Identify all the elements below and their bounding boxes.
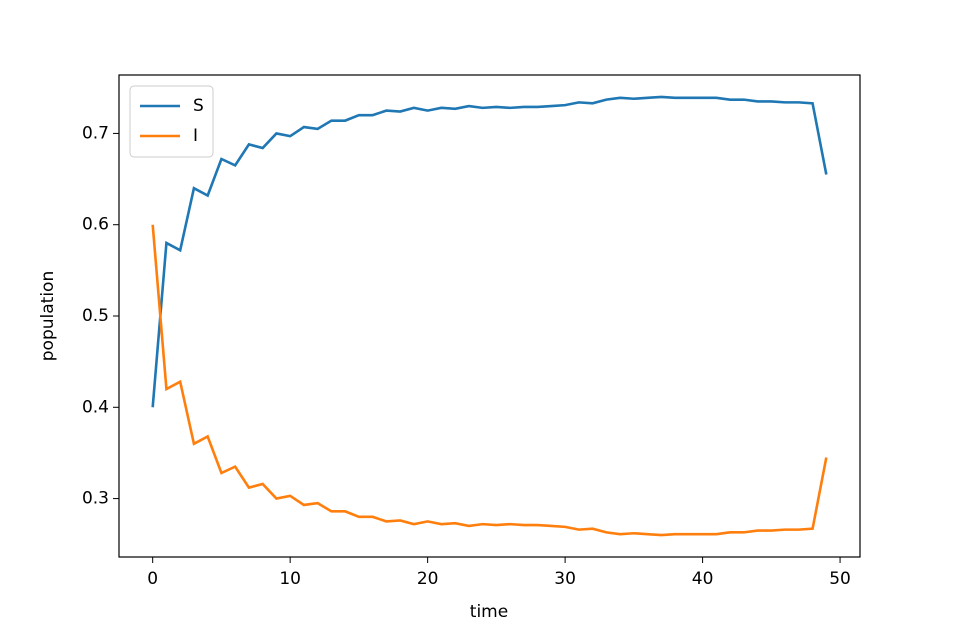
series-line	[151, 224, 828, 537]
x-tick-label: 30	[554, 569, 576, 589]
y-tick-label: 0.5	[82, 306, 109, 326]
y-tick-label: 0.3	[82, 489, 109, 509]
y-axis-label: population	[38, 271, 58, 361]
x-tick-label: 40	[692, 569, 714, 589]
legend-box	[129, 85, 214, 158]
series-line	[151, 95, 828, 408]
legend-label: S	[193, 96, 204, 116]
plot-frame	[118, 74, 861, 558]
x-tick-label: 50	[829, 569, 851, 589]
y-tick-label: 0.6	[82, 215, 109, 235]
x-tick-label: 20	[417, 569, 439, 589]
x-tick-label: 10	[279, 569, 301, 589]
legend-label: I	[193, 126, 198, 146]
y-tick-label: 0.7	[82, 123, 109, 143]
y-tick-label: 0.4	[82, 397, 109, 417]
x-tick-label: 0	[147, 569, 158, 589]
x-axis-label: time	[470, 602, 508, 622]
